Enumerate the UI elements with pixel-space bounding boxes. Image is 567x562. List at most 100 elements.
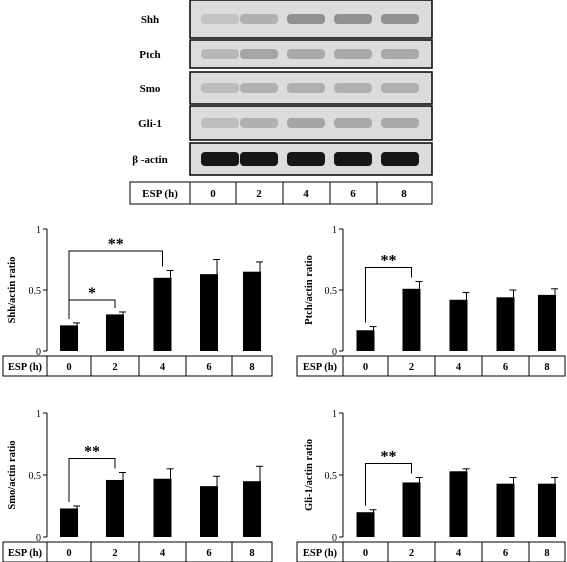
blot-band [201,49,239,59]
blot-band [240,118,278,128]
x-tick-label: 4 [456,548,462,559]
bar-2 [106,314,124,351]
x-tick-label: 8 [249,548,254,559]
blot-strip [189,39,433,69]
x-tick-label: 8 [544,362,549,373]
bar-8 [243,271,261,351]
x-tick-label: 2 [112,362,117,373]
x-axis-label: ESP (h) [8,548,43,559]
x-tick-label: 2 [409,548,414,559]
bar-0 [356,330,375,351]
blot-label-1: Ptch [139,49,160,61]
bar-4 [153,478,172,537]
y-tick-label: 0.5 [29,471,42,482]
x-tick-label: 6 [206,362,211,373]
blot-band [287,118,325,128]
significance-label: ** [381,448,397,465]
blot-band [334,83,372,93]
western-blot-panel: Shh Ptch Smo Gli-1 β -actin ESP (h) 0 2 4 6 8 [129,0,433,205]
bar-6 [200,274,218,351]
y-tick-label: 0 [36,533,41,544]
bar-0 [356,512,375,537]
x-tick-label: 6 [503,548,508,559]
blot-label-0: Shh [141,14,159,26]
blot-band [381,49,419,59]
significance-label: ** [84,444,100,461]
bar-0 [60,325,78,351]
bar-4 [449,299,468,351]
bar-2 [402,288,421,351]
bar-8 [538,294,556,351]
significance-bracket [68,458,116,502]
blot-band [287,83,325,93]
x-tick-label: 0 [363,548,368,559]
significance-bracket [68,250,163,319]
bar-chart-1: 0 0.5 1 Ptch/actin ratio ** ESP (h) 0 2 4 6 8 [296,225,566,377]
bar-6 [496,297,515,351]
y-tick-label: 1 [332,409,337,420]
bar-4 [153,277,172,351]
x-category-table [296,541,566,562]
bar-chart-3: 0 0.5 1 Gli-1/actin ratio ** ESP (h) 0 2 4 6 8 [296,409,566,562]
blot-label-2: Smo [140,83,161,95]
y-axis-label: Smo/actin ratio [7,440,18,509]
blot-esp-time-4: 8 [401,188,407,200]
y-tick-label: 1 [332,225,337,236]
blot-band [334,118,372,128]
blot-band [381,118,419,128]
y-tick-label: 1 [36,409,41,420]
x-tick-label: 4 [160,362,166,373]
y-axis-label: Gli-1/actin ratio [304,439,315,511]
blot-band [240,14,278,24]
blot-esp-time-1: 2 [256,188,262,200]
x-tick-label: 8 [544,548,549,559]
y-tick-label: 0 [36,347,41,358]
blot-band [201,152,239,166]
bar-8 [538,483,556,537]
blot-band [240,152,278,166]
blot-band [381,152,419,166]
x-axis-label: ESP (h) [8,362,43,373]
x-tick-label: 4 [160,548,166,559]
x-tick-label: 0 [66,362,71,373]
bar-2 [402,482,421,537]
y-axis-label: Shh/actin ratio [7,257,18,324]
blot-esp-time-0: 0 [210,188,216,200]
blot-label-4: β -actin [132,154,167,166]
significance-label: ** [381,252,397,269]
x-category-table [296,355,566,377]
bar-6 [496,483,515,537]
y-tick-label: 0.5 [29,286,42,297]
blot-strip [189,0,433,39]
blot-band [381,83,419,93]
blot-strip [189,71,433,105]
bar-2 [106,479,124,537]
bar-8 [243,481,261,537]
blot-band [201,14,239,24]
blot-band [201,83,239,93]
x-category-table [2,355,273,377]
x-tick-label: 6 [503,362,508,373]
y-tick-label: 0.5 [325,286,338,297]
y-tick-label: 1 [36,225,41,236]
blot-band [381,14,419,24]
blot-band [287,49,325,59]
x-tick-label: 2 [409,362,414,373]
y-axis-label: Ptch/actin ratio [304,255,315,325]
x-tick-label: 0 [363,362,368,373]
significance-bracket [365,266,412,323]
blot-strip [189,105,433,141]
blot-band [334,14,372,24]
x-tick-label: 4 [456,362,462,373]
significance-bracket [365,462,412,506]
blot-band [334,49,372,59]
x-axis-label: ESP (h) [303,548,338,559]
bar-chart-2: 0 0.5 1 Smo/actin ratio ** ESP (h) 0 2 4 6 8 [2,409,273,562]
y-tick-label: 0.5 [325,471,338,482]
blot-band [334,152,372,166]
bar-4 [449,471,468,537]
blot-esp-row [129,181,433,205]
